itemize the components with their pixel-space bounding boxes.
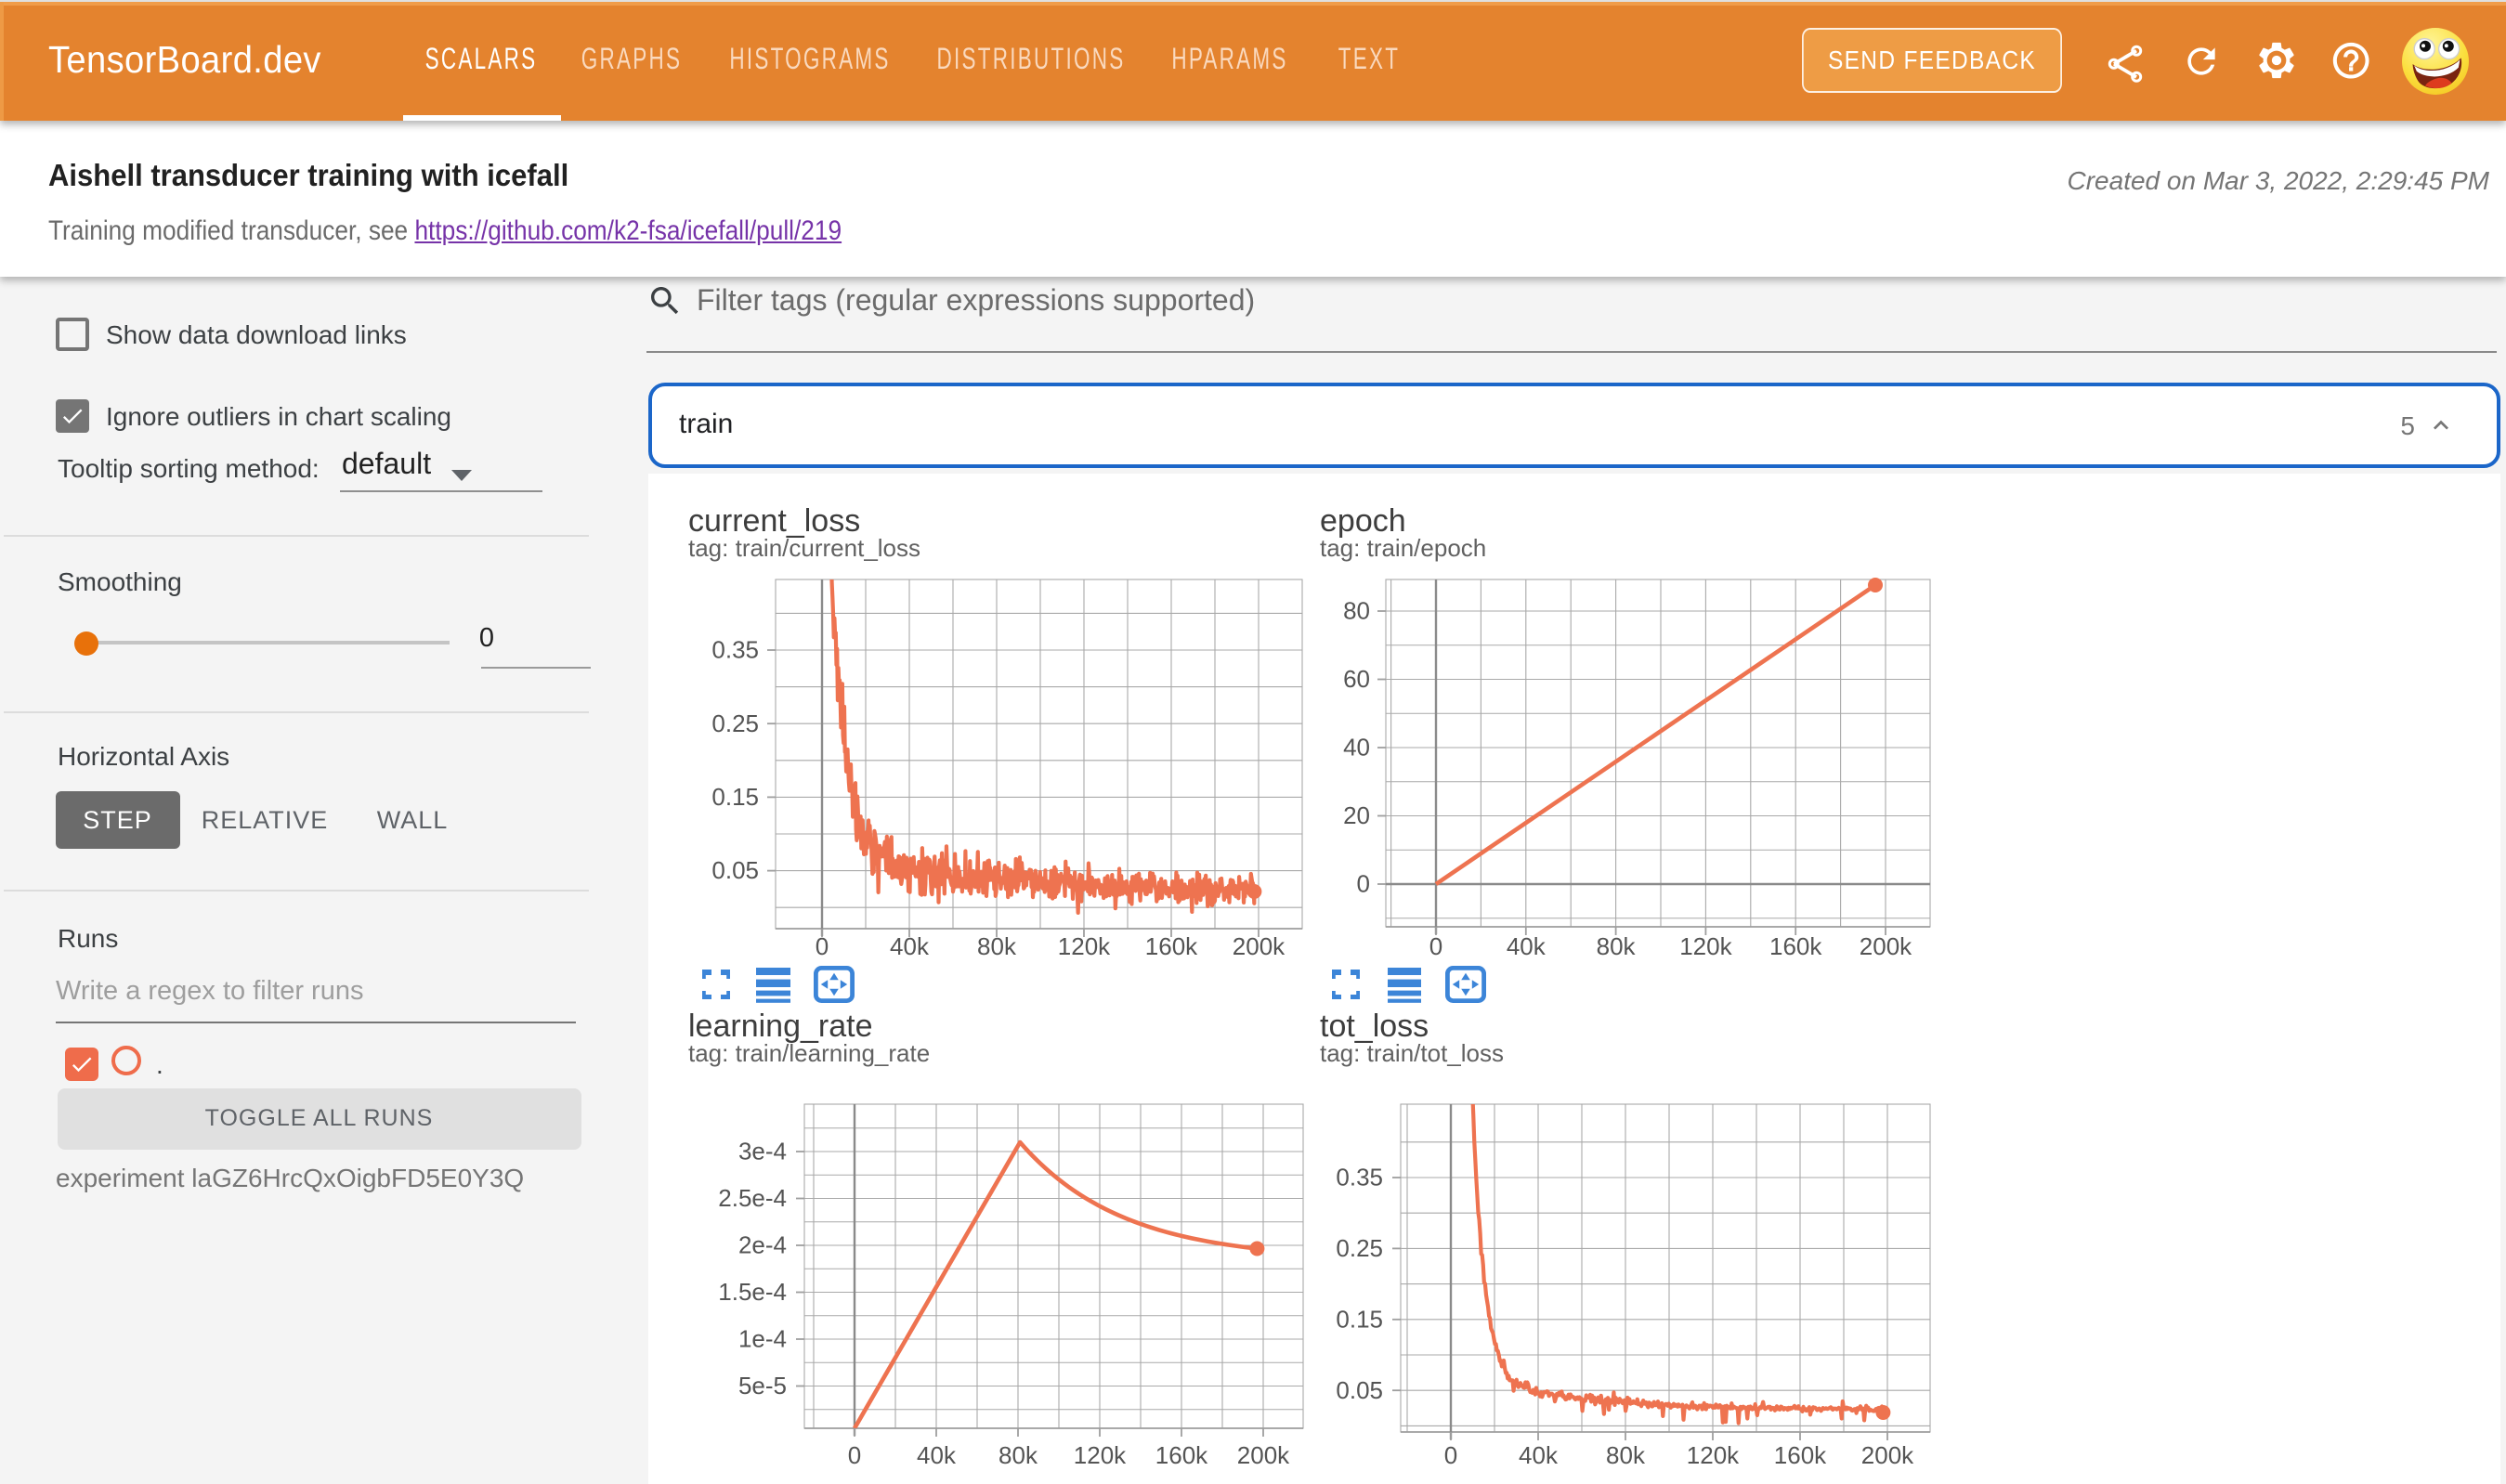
svg-text:0.25: 0.25 <box>1335 1234 1382 1262</box>
svg-text:120k: 120k <box>1057 932 1110 960</box>
svg-text:2.5e-4: 2.5e-4 <box>717 1184 786 1212</box>
svg-text:tag: train/tot_loss: tag: train/tot_loss <box>1319 1039 1503 1067</box>
svg-text:0.35: 0.35 <box>711 636 758 664</box>
svg-text:tot_loss: tot_loss <box>1319 1009 1428 1044</box>
svg-text:120k: 120k <box>1686 1441 1739 1469</box>
svg-text:5e-5: 5e-5 <box>737 1372 786 1399</box>
svg-text:40k: 40k <box>1506 932 1546 960</box>
svg-text:40: 40 <box>1342 734 1369 762</box>
svg-text:40k: 40k <box>1518 1441 1558 1469</box>
svg-text:1e-4: 1e-4 <box>737 1325 786 1353</box>
svg-text:0.05: 0.05 <box>711 856 758 884</box>
svg-text:120k: 120k <box>1073 1441 1126 1469</box>
svg-text:80k: 80k <box>976 932 1016 960</box>
svg-text:200k: 200k <box>1860 1441 1913 1469</box>
svg-text:160k: 160k <box>1773 1441 1826 1469</box>
svg-text:current_loss: current_loss <box>687 503 859 539</box>
svg-text:1.5e-4: 1.5e-4 <box>717 1278 786 1306</box>
svg-text:80k: 80k <box>998 1441 1038 1469</box>
svg-text:200k: 200k <box>1232 932 1285 960</box>
svg-text:80k: 80k <box>1605 1441 1645 1469</box>
svg-text:200k: 200k <box>1859 932 1912 960</box>
svg-text:tag: train/current_loss: tag: train/current_loss <box>687 534 920 562</box>
svg-text:40k: 40k <box>889 932 929 960</box>
svg-text:0.05: 0.05 <box>1335 1376 1382 1404</box>
svg-text:0: 0 <box>1443 1441 1456 1469</box>
svg-text:epoch: epoch <box>1319 503 1405 539</box>
svg-text:tag: train/learning_rate: tag: train/learning_rate <box>687 1039 929 1067</box>
svg-text:80: 80 <box>1342 597 1369 625</box>
svg-text:0: 0 <box>815 932 828 960</box>
svg-text:80k: 80k <box>1596 932 1636 960</box>
svg-text:60: 60 <box>1342 665 1369 693</box>
svg-text:0: 0 <box>1356 870 1369 898</box>
svg-text:200k: 200k <box>1236 1441 1289 1469</box>
svg-text:160k: 160k <box>1144 932 1197 960</box>
svg-text:0.25: 0.25 <box>711 709 758 737</box>
svg-text:120k: 120k <box>1678 932 1731 960</box>
svg-text:40k: 40k <box>916 1441 956 1469</box>
svg-text:160k: 160k <box>1769 932 1821 960</box>
svg-text:0: 0 <box>1429 932 1442 960</box>
svg-text:20: 20 <box>1342 801 1369 829</box>
svg-text:3e-4: 3e-4 <box>737 1138 786 1165</box>
svg-text:learning_rate: learning_rate <box>687 1009 871 1044</box>
svg-text:0.35: 0.35 <box>1335 1164 1382 1191</box>
svg-text:160k: 160k <box>1155 1441 1207 1469</box>
svg-text:tag: train/epoch: tag: train/epoch <box>1319 534 1485 562</box>
svg-text:2e-4: 2e-4 <box>737 1231 786 1259</box>
svg-text:0.15: 0.15 <box>1335 1305 1382 1333</box>
svg-text:0: 0 <box>847 1441 860 1469</box>
svg-text:0.15: 0.15 <box>711 783 758 811</box>
